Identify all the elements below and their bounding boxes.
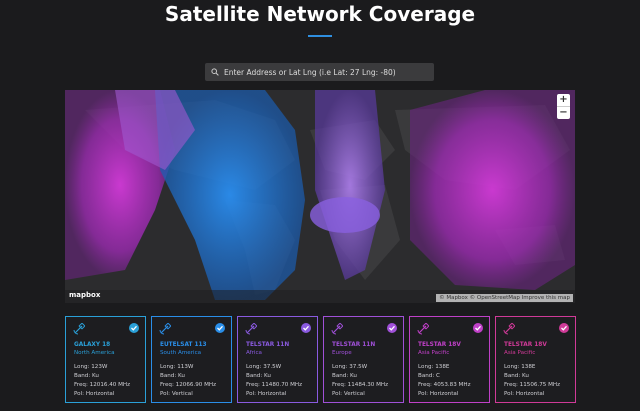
satellite-detail: Pol: Horizontal: [74, 391, 115, 397]
satellite-name: TELSTAR 18V: [504, 342, 547, 348]
satellite-card[interactable]: TELSTAR 18V Asia Pacific Long: 138E Band: C…: [409, 316, 490, 403]
satellite-detail: Pol: Horizontal: [246, 391, 287, 397]
selected-check: [559, 323, 569, 333]
satellite-card[interactable]: GALAXY 18 North America Long: 123W Band: Ku…: [65, 316, 146, 403]
selected-check: [301, 323, 311, 333]
check-glyph: [217, 325, 223, 331]
satellite-glyph: [73, 322, 86, 335]
selected-check: [473, 323, 483, 333]
satellite-cards: GALAXY 18 North America Long: 123W Band: Ku…: [65, 316, 576, 403]
satellite-icon: [503, 322, 516, 337]
satellite-region: Africa: [246, 350, 262, 356]
zoom-in-button[interactable]: +: [557, 94, 570, 107]
selected-check: [129, 323, 139, 333]
satellite-glyph: [417, 322, 430, 335]
satellite-detail: Band: Ku: [332, 373, 357, 379]
satellite-detail: Freq: 12066.90 MHz: [160, 382, 217, 388]
satellite-glyph: [245, 322, 258, 335]
satellite-card[interactable]: EUTELSAT 113 South America Long: 113W Band:…: [151, 316, 232, 403]
satellite-detail: Band: Ku: [160, 373, 185, 379]
satellite-detail: Band: C: [418, 373, 440, 379]
map-canvas: [65, 90, 575, 303]
selected-check: [215, 323, 225, 333]
satellite-detail: Long: 138E: [418, 364, 450, 370]
satellite-detail: Band: Ku: [246, 373, 271, 379]
satellite-detail: Pol: Vertical: [332, 391, 365, 397]
page-title: Satellite Network Coverage: [164, 2, 476, 26]
search-icon: [211, 68, 219, 76]
satellite-detail: Pol: Horizontal: [418, 391, 459, 397]
satellite-detail: Freq: 11484.30 MHz: [332, 382, 389, 388]
satellite-name: TELSTAR 11N: [246, 342, 290, 348]
map-logo[interactable]: mapbox: [69, 291, 101, 299]
satellite-icon: [331, 322, 344, 337]
satellite-region: Asia Pacific: [418, 350, 450, 356]
satellite-detail: Freq: 4053.83 MHz: [418, 382, 471, 388]
check-glyph: [131, 325, 137, 331]
check-glyph: [561, 325, 567, 331]
satellite-detail: Long: 138E: [504, 364, 536, 370]
satellite-card[interactable]: TELSTAR 18V Asia Pacific Long: 138E Band: K…: [495, 316, 576, 403]
satellite-detail: Long: 37.5W: [332, 364, 368, 370]
satellite-detail: Band: Ku: [504, 373, 529, 379]
satellite-glyph: [503, 322, 516, 335]
map-attribution[interactable]: © Mapbox © OpenStreetMap Improve this ma…: [436, 294, 573, 302]
check-glyph: [303, 325, 309, 331]
satellite-icon: [73, 322, 86, 337]
search-box[interactable]: Enter Address or Lat Lng (i.e Lat: 27 Ln…: [205, 63, 434, 81]
satellite-name: EUTELSAT 113: [160, 342, 207, 348]
title-underline: [308, 35, 332, 37]
satellite-card[interactable]: TELSTAR 11N Europe Long: 37.5W Band: Ku Freq…: [323, 316, 404, 403]
search-placeholder: Enter Address or Lat Lng (i.e Lat: 27 Ln…: [224, 67, 396, 77]
satellite-region: Asia Pacific: [504, 350, 536, 356]
satellite-detail: Long: 113W: [160, 364, 194, 370]
satellite-detail: Pol: Vertical: [160, 391, 193, 397]
coverage-map[interactable]: + − mapbox © Mapbox © OpenStreetMap Impr…: [65, 90, 575, 303]
satellite-detail: Freq: 12016.40 MHz: [74, 382, 131, 388]
satellite-detail: Freq: 11480.70 MHz: [246, 382, 303, 388]
satellite-name: TELSTAR 18V: [418, 342, 461, 348]
satellite-icon: [159, 322, 172, 337]
satellite-glyph: [159, 322, 172, 335]
satellite-region: Europe: [332, 350, 352, 356]
satellite-detail: Long: 123W: [74, 364, 108, 370]
satellite-name: GALAXY 18: [74, 342, 111, 348]
satellite-region: South America: [160, 350, 202, 356]
check-glyph: [389, 325, 395, 331]
satellite-icon: [245, 322, 258, 337]
satellite-detail: Pol: Horizontal: [504, 391, 545, 397]
satellite-region: North America: [74, 350, 115, 356]
satellite-detail: Freq: 11506.75 MHz: [504, 382, 561, 388]
satellite-glyph: [331, 322, 344, 335]
satellite-card[interactable]: TELSTAR 11N Africa Long: 37.5W Band: Ku Freq…: [237, 316, 318, 403]
satellite-detail: Long: 37.5W: [246, 364, 282, 370]
selected-check: [387, 323, 397, 333]
satellite-name: TELSTAR 11N: [332, 342, 376, 348]
satellite-detail: Band: Ku: [74, 373, 99, 379]
zoom-out-button[interactable]: −: [557, 107, 570, 119]
satellite-icon: [417, 322, 430, 337]
check-glyph: [475, 325, 481, 331]
